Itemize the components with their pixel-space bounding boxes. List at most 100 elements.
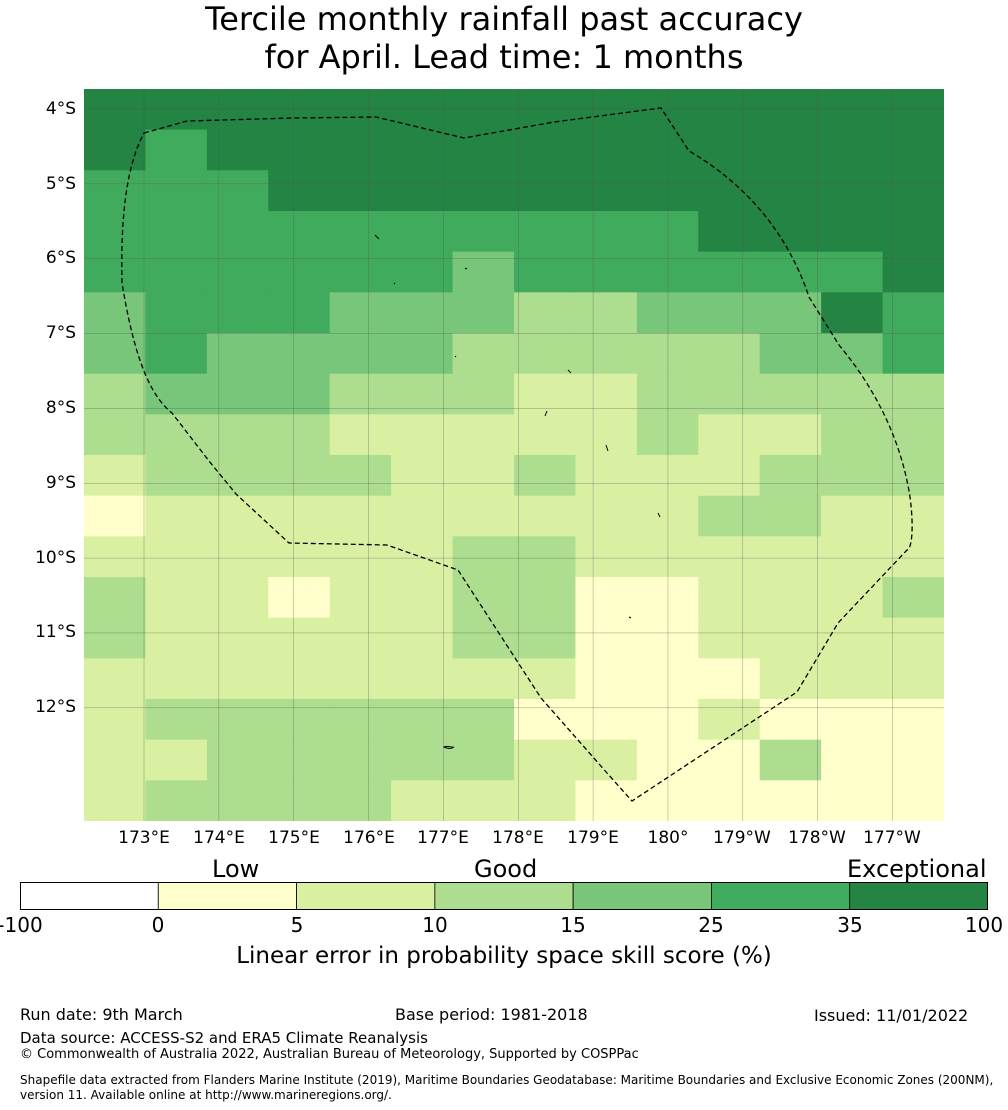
skill-cell [452, 780, 515, 821]
skill-cell [821, 739, 884, 781]
skill-cell [452, 211, 515, 253]
skill-cell [698, 617, 761, 659]
lon-label: 178°E [492, 828, 544, 848]
skill-cell [268, 780, 331, 821]
skill-cell [329, 577, 392, 619]
skill-cell [145, 617, 208, 659]
skill-cell [206, 780, 269, 821]
lon-label: 179°E [567, 828, 619, 848]
copyright-notice: © Commonwealth of Australia 2022, Austra… [20, 1047, 639, 1062]
colorbar [20, 882, 988, 910]
skill-cell [759, 780, 822, 821]
legend-category-low: Low [212, 855, 260, 883]
skill-cell [759, 536, 822, 578]
skill-cell [206, 699, 269, 741]
skill-cell [145, 699, 208, 741]
skill-cell [821, 129, 884, 171]
skill-cell [759, 170, 822, 212]
skill-cell [514, 617, 577, 659]
skill-cell [882, 495, 944, 537]
skill-cell [452, 536, 515, 578]
skill-cell [514, 414, 577, 456]
skill-cell [452, 414, 515, 456]
skill-cell [759, 455, 822, 497]
skill-cell [821, 455, 884, 497]
skill-cell [145, 170, 208, 212]
skill-cell [514, 373, 577, 415]
skill-cell [145, 495, 208, 537]
skill-cell [145, 129, 208, 171]
skill-cell [882, 211, 944, 253]
skill-cell [698, 577, 761, 619]
skill-cell [821, 699, 884, 741]
skill-cell [206, 89, 269, 131]
skill-cell [452, 251, 515, 293]
skill-cell [575, 739, 638, 781]
skill-cell [698, 89, 761, 131]
colorbar-segment [20, 882, 159, 910]
skill-cell [84, 617, 147, 659]
map-title-line-2: for April. Lead time: 1 months [264, 38, 744, 76]
skill-cell [452, 170, 515, 212]
skill-cell [882, 292, 944, 334]
skill-cell [759, 89, 822, 131]
colorbar-tick: 10 [422, 913, 448, 937]
skill-cell [329, 170, 392, 212]
skill-cell [514, 455, 577, 497]
lon-label: 180° [647, 828, 689, 848]
skill-map [84, 89, 944, 821]
skill-cell [882, 699, 944, 741]
skill-cell [452, 617, 515, 659]
skill-cell [268, 170, 331, 212]
skill-cell [698, 780, 761, 821]
skill-cell [882, 89, 944, 131]
skill-cell [329, 251, 392, 293]
skill-cell [882, 129, 944, 171]
skill-cell [329, 89, 392, 131]
lat-label: 11°S [35, 622, 76, 642]
colorbar-label: Linear error in probability space skill … [236, 943, 772, 969]
lat-label: 5°S [45, 174, 76, 194]
lon-label: 175°E [268, 828, 320, 848]
skill-cell [268, 658, 331, 700]
skill-cell [575, 251, 638, 293]
skill-cell [759, 577, 822, 619]
skill-cell [452, 455, 515, 497]
skill-cell [84, 129, 147, 171]
lat-label: 8°S [45, 398, 76, 418]
colorbar-tick: 5 [290, 913, 304, 937]
lon-label: 176°E [343, 828, 395, 848]
shapefile-credit-line-2: version 11. Available online at http://w… [20, 1088, 392, 1102]
skill-cell [84, 251, 147, 293]
lon-label: 177°E [417, 828, 469, 848]
skill-cell [206, 617, 269, 659]
skill-cell [268, 495, 331, 537]
skill-cell [759, 617, 822, 659]
skill-cell [821, 577, 884, 619]
colorbar-tick: 0 [151, 913, 165, 937]
skill-cell [882, 414, 944, 456]
lon-label: 178°W [788, 828, 846, 848]
skill-cell [206, 292, 269, 334]
skill-cell [575, 333, 638, 375]
skill-cell [268, 455, 331, 497]
skill-cell [514, 658, 577, 700]
skill-cell [268, 536, 331, 578]
colorbar-tick: 35 [837, 913, 863, 937]
skill-cell [84, 455, 147, 497]
skill-cell [698, 373, 761, 415]
skill-cell [391, 211, 454, 253]
skill-cell [391, 373, 454, 415]
skill-cell [452, 699, 515, 741]
skill-cell [329, 292, 392, 334]
skill-cell [882, 170, 944, 212]
skill-cell [759, 251, 822, 293]
skill-cell [329, 211, 392, 253]
skill-cell [268, 292, 331, 334]
skill-cell [391, 658, 454, 700]
skill-cell [452, 129, 515, 171]
skill-cell [575, 129, 638, 171]
skill-cell [514, 699, 577, 741]
skill-cell [391, 251, 454, 293]
skill-cell [698, 414, 761, 456]
